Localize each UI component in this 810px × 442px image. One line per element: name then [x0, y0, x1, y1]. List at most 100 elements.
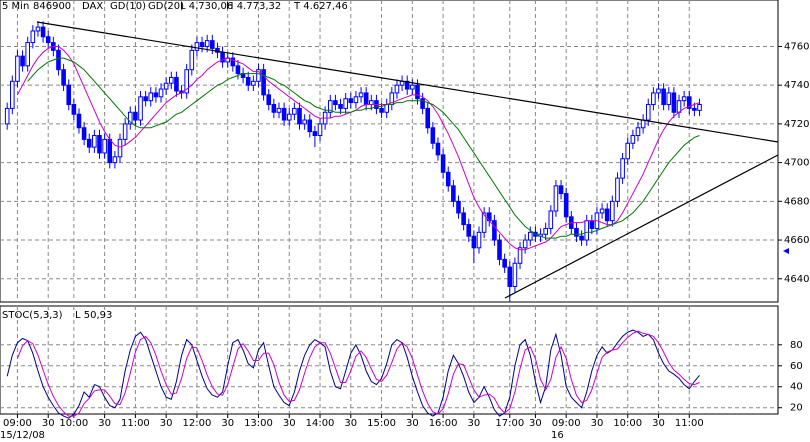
- chart-title: DAX: [82, 1, 103, 12]
- candle-body: [543, 227, 548, 235]
- x-tick-label: 30: [221, 418, 234, 429]
- candle-body: [61, 69, 66, 86]
- y-tick-label: 4640: [784, 274, 809, 285]
- candle-body: [174, 76, 179, 92]
- x-tick-label: 30: [406, 418, 419, 429]
- candle-body: [620, 158, 625, 179]
- candle-body: [512, 262, 518, 288]
- candle-body: [527, 231, 533, 241]
- candle-body: [133, 111, 138, 121]
- candle-body: [245, 76, 251, 86]
- x-tick-label: 30: [98, 418, 111, 429]
- stochastic-line: [6, 329, 700, 419]
- candle-body: [66, 84, 72, 106]
- candle-body: [76, 113, 82, 129]
- candle-body: [261, 69, 266, 96]
- candle-body: [615, 177, 620, 202]
- candle-body: [20, 55, 25, 67]
- x-tick-label: 30: [529, 418, 542, 429]
- candle-body: [656, 88, 661, 94]
- candle-body: [81, 127, 87, 140]
- candle-body: [348, 98, 354, 104]
- candle-body: [168, 76, 174, 84]
- candle-body: [369, 100, 374, 106]
- date-label: 15/12/08: [0, 430, 45, 441]
- candle-body: [697, 104, 702, 111]
- x-tick-label: 30: [283, 418, 296, 429]
- candle-body: [338, 104, 343, 109]
- candle-body: [604, 208, 610, 222]
- indicator-title: STOC(5,3,3): [2, 310, 63, 321]
- candle-body: [394, 84, 400, 94]
- candle-body: [353, 96, 359, 104]
- candle-body: [256, 69, 261, 82]
- stat: H 4.773,32: [226, 1, 281, 12]
- candle-body: [440, 154, 446, 173]
- candle-body: [445, 171, 451, 187]
- candle-body: [86, 138, 92, 148]
- candle-body: [71, 104, 77, 115]
- candle-body: [10, 80, 15, 109]
- candle-body: [266, 94, 272, 106]
- candle-body: [671, 92, 677, 113]
- candle-body: [379, 107, 384, 113]
- legend-entry: GD(10): [110, 1, 146, 12]
- candle-body: [692, 107, 697, 111]
- candle-body: [630, 135, 636, 144]
- y-tick-label: 4680: [784, 196, 809, 207]
- x-tick-label: 09:00: [552, 418, 581, 429]
- candle-body: [235, 65, 241, 75]
- candle-body: [292, 107, 297, 115]
- x-tick-label: 13:00: [244, 418, 273, 429]
- y-tick-label: 4740: [784, 80, 809, 91]
- candle-body: [138, 96, 143, 121]
- candle-body: [451, 185, 456, 202]
- indicator-panel: [0, 305, 779, 415]
- candle-body: [522, 239, 528, 249]
- grid: [0, 0, 782, 418]
- stochastic-line: [16, 330, 700, 417]
- x-tick-label: 30: [652, 418, 665, 429]
- candle-body: [404, 80, 410, 90]
- y-tick-label: 4760: [784, 41, 809, 52]
- candle-body: [558, 185, 564, 195]
- candle-body: [35, 26, 41, 32]
- candle-body: [384, 104, 389, 113]
- x-tick-label: 15:00: [367, 418, 396, 429]
- candle-body: [30, 30, 36, 44]
- candle-body: [97, 135, 102, 154]
- candle-body: [163, 82, 169, 90]
- candle-body: [681, 96, 687, 102]
- candle-body: [302, 119, 307, 125]
- candle-body: [574, 227, 579, 237]
- y-tick-label: 4720: [784, 119, 809, 130]
- candle-body: [651, 92, 656, 106]
- x-tick-label: 11:00: [121, 418, 150, 429]
- x-tick-label: 10:00: [59, 418, 88, 429]
- candle-body: [112, 156, 118, 164]
- x-tick-label: 30: [160, 418, 173, 429]
- candle-body: [635, 127, 641, 137]
- moving-average: [16, 46, 700, 251]
- x-tick-label: 10:00: [613, 418, 642, 429]
- candle-body: [343, 98, 348, 109]
- candle-body: [456, 200, 461, 214]
- candle-body: [271, 104, 277, 113]
- candle-body: [45, 36, 51, 44]
- candle-body: [317, 123, 323, 137]
- candle-body: [471, 235, 477, 249]
- candle-body: [153, 92, 159, 98]
- candle-body: [625, 142, 631, 160]
- candle-body: [184, 69, 189, 94]
- x-tick-label: 17:00: [495, 418, 524, 429]
- candle-body: [497, 239, 502, 260]
- candle-body: [143, 96, 148, 102]
- stat: L 4.730,06: [180, 1, 233, 12]
- candle-body: [25, 42, 30, 67]
- x-tick-label: 30: [468, 418, 481, 429]
- candle-body: [553, 185, 559, 212]
- x-tick-label: 30: [344, 418, 357, 429]
